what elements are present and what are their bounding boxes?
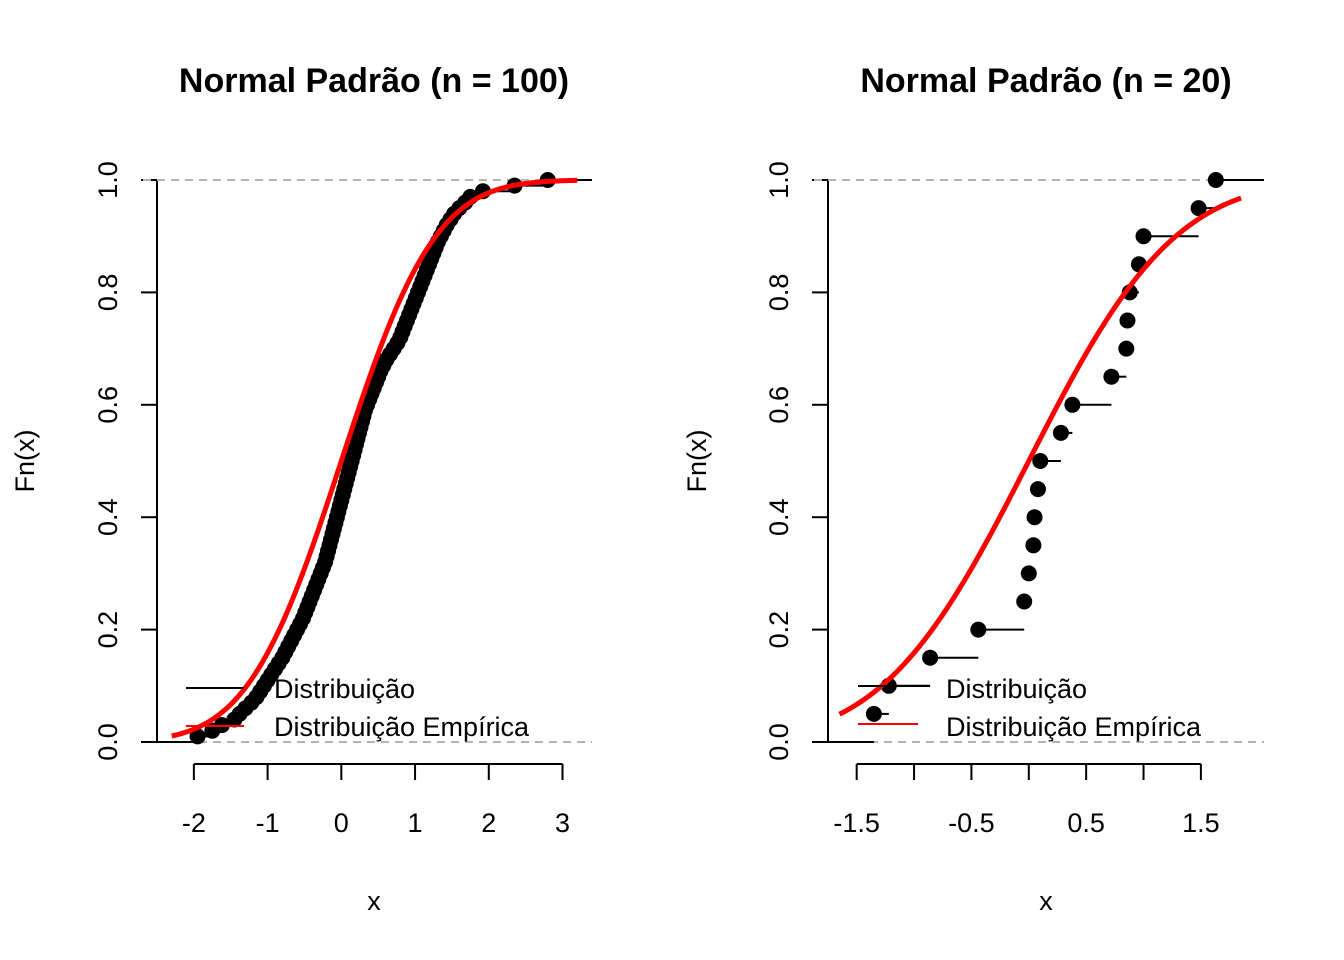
ecdf-points xyxy=(865,172,1224,722)
chart-panel-n100: Normal Padrão (n = 100) x Fn(x) -2 -1 0 1 2 3… xyxy=(10,62,592,916)
y-tick-label: 1.0 xyxy=(93,161,123,199)
ecdf-point xyxy=(189,728,206,745)
ecdf-points xyxy=(189,172,556,745)
chart-title: Normal Padrão (n = 20) xyxy=(860,62,1231,100)
ecdf-point xyxy=(1052,424,1069,441)
x-tick-label: 1 xyxy=(408,808,423,838)
chart-panel-n20: Normal Padrão (n = 20) x Fn(x) -1.5 -0.5 0… xyxy=(682,62,1264,916)
x-tick-label: 1.5 xyxy=(1182,808,1220,838)
legend-label-distribuicao: Distribuição xyxy=(274,674,415,704)
ecdf-point xyxy=(1207,172,1224,188)
ecdf-point xyxy=(1020,565,1037,582)
ecdf-point xyxy=(922,649,939,666)
y-tick-label: 0.6 xyxy=(764,386,794,424)
y-tick-label: 0.8 xyxy=(764,274,794,312)
axes: -2 -1 0 1 2 3 0.0 0.2 0.4 0.6 0.8 1.0 xyxy=(93,161,570,838)
y-tick-label: 0.2 xyxy=(93,611,123,649)
ecdf-point xyxy=(1025,537,1042,554)
ecdf-point xyxy=(1103,368,1120,385)
chart-title: Normal Padrão (n = 100) xyxy=(179,62,569,100)
ecdf-point xyxy=(1064,396,1081,413)
x-tick-label: 2 xyxy=(481,808,496,838)
ecdf-steps xyxy=(143,179,592,743)
y-tick-label: 0.0 xyxy=(764,723,794,761)
x-tick-label: 3 xyxy=(555,808,570,838)
x-tick-label: -1.5 xyxy=(833,808,880,838)
x-tick-label: -2 xyxy=(182,808,206,838)
legend-label-empirica: Distribuição Empírica xyxy=(946,712,1202,742)
x-tick-label: -0.5 xyxy=(948,808,995,838)
x-axis-label: x xyxy=(1039,886,1053,916)
ecdf-point xyxy=(1026,509,1043,526)
ecdf-point xyxy=(1029,481,1046,498)
legend-label-empirica: Distribuição Empírica xyxy=(274,712,530,742)
y-axis-label: Fn(x) xyxy=(682,430,712,493)
y-tick-label: 0.4 xyxy=(764,498,794,536)
legend-label-distribuicao: Distribuição xyxy=(946,674,1087,704)
reference-lines xyxy=(143,179,592,743)
x-axis-label: x xyxy=(367,886,381,916)
normal-cdf-curve xyxy=(838,195,1242,717)
reference-lines xyxy=(814,179,1264,743)
y-tick-label: 0.2 xyxy=(764,611,794,649)
x-tick-label: 0.5 xyxy=(1067,808,1105,838)
normal-cdf-curve xyxy=(171,177,578,739)
ecdf-point xyxy=(865,705,882,722)
ecdf-point xyxy=(1135,228,1152,245)
ecdf-point xyxy=(1118,340,1135,357)
ecdf-point xyxy=(1190,200,1207,217)
y-tick-label: 1.0 xyxy=(764,161,794,199)
y-tick-label: 0.4 xyxy=(93,498,123,536)
ecdf-point xyxy=(1016,593,1033,610)
x-tick-label: 0 xyxy=(334,808,349,838)
x-tick-label: -1 xyxy=(256,808,280,838)
normal-cdf-line xyxy=(171,177,578,739)
y-tick-label: 0.6 xyxy=(93,386,123,424)
ecdf-point xyxy=(1032,453,1049,469)
y-tick-label: 0.0 xyxy=(93,723,123,761)
y-axis-label: Fn(x) xyxy=(10,430,40,493)
legend: Distribuição Distribuição Empírica xyxy=(858,674,1202,742)
ecdf-point xyxy=(1119,312,1136,329)
legend: Distribuição Distribuição Empírica xyxy=(186,674,530,742)
normal-cdf-line xyxy=(838,195,1242,717)
ecdf-point xyxy=(970,621,987,638)
axes: -1.5 -0.5 0.5 1.5 0.0 0.2 0.4 0.6 0.8 1.0 xyxy=(764,161,1220,838)
y-tick-label: 0.8 xyxy=(93,274,123,312)
